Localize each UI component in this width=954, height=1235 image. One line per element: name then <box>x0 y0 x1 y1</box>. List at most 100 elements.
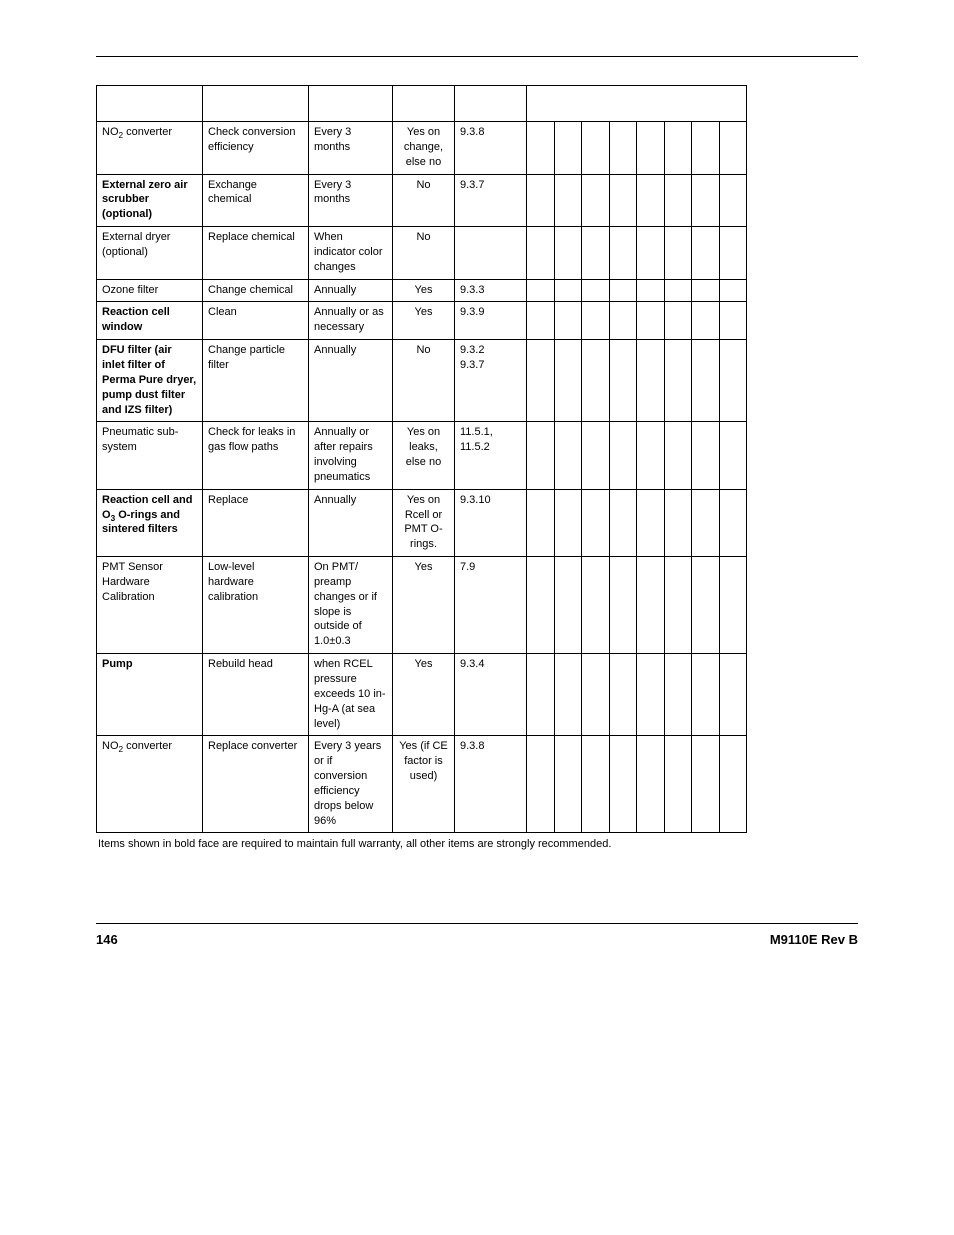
cell-item: Ozone filter <box>97 279 203 302</box>
cell-date-record <box>582 489 610 556</box>
cell-date-record <box>554 227 582 280</box>
table-row: External dryer (optional)Replace chemica… <box>97 227 747 280</box>
cell-cal-check: Yes <box>393 302 455 340</box>
cell-date-record <box>637 122 665 175</box>
cell-section: 9.3.8 <box>455 736 527 833</box>
cell-date-record <box>692 489 720 556</box>
cell-section: 7.9 <box>455 557 527 654</box>
cell-date-record <box>692 736 720 833</box>
cell-item: DFU filter (air inlet filter of Perma Pu… <box>97 340 203 422</box>
cell-date-record <box>609 122 637 175</box>
cell-action: Replace converter <box>203 736 309 833</box>
cell-date-record <box>527 340 555 422</box>
cell-date-record <box>527 279 555 302</box>
cell-date-record <box>554 422 582 489</box>
cell-date-record <box>554 302 582 340</box>
footer: 146 M9110E Rev B <box>96 923 858 947</box>
cell-date-record <box>664 654 692 736</box>
cell-date-record <box>637 227 665 280</box>
cell-date-record <box>609 557 637 654</box>
cell-cal-check: Yes on Rcell or PMT O-rings. <box>393 489 455 556</box>
cell-action: Low-level hardware calibration <box>203 557 309 654</box>
cell-cal-check: Yes <box>393 279 455 302</box>
cell-date-record <box>719 557 747 654</box>
cell-frequency: When indicator color changes <box>309 227 393 280</box>
cell-date-record <box>664 174 692 227</box>
cell-cal-check: No <box>393 227 455 280</box>
cell-date-record <box>664 422 692 489</box>
cell-frequency: Every 3 years or if conversion efficienc… <box>309 736 393 833</box>
header-date-record <box>527 86 747 122</box>
cell-date-record <box>637 489 665 556</box>
cell-date-record <box>719 227 747 280</box>
cell-frequency: Annually or as necessary <box>309 302 393 340</box>
cell-date-record <box>527 302 555 340</box>
cell-date-record <box>554 174 582 227</box>
cell-frequency: Annually or after repairs involving pneu… <box>309 422 393 489</box>
cell-date-record <box>637 302 665 340</box>
cell-date-record <box>609 489 637 556</box>
table-row: NO2 converterReplace converterEvery 3 ye… <box>97 736 747 833</box>
cell-action: Check conversion efficiency <box>203 122 309 175</box>
cell-section: 9.3.29.3.7 <box>455 340 527 422</box>
cell-date-record <box>692 174 720 227</box>
cell-date-record <box>527 122 555 175</box>
table-row: Ozone filterChange chemicalAnnuallyYes9.… <box>97 279 747 302</box>
cell-date-record <box>609 279 637 302</box>
cell-date-record <box>609 422 637 489</box>
cell-action: Change chemical <box>203 279 309 302</box>
cell-date-record <box>719 489 747 556</box>
table-row: External zero air scrubber (optional)Exc… <box>97 174 747 227</box>
doc-id: M9110E Rev B <box>770 932 858 947</box>
cell-date-record <box>554 557 582 654</box>
cell-section: 9.3.10 <box>455 489 527 556</box>
cell-action: Replace chemical <box>203 227 309 280</box>
cell-date-record <box>692 279 720 302</box>
cell-date-record <box>637 654 665 736</box>
cell-date-record <box>609 227 637 280</box>
cell-item: Pneumatic sub-system <box>97 422 203 489</box>
cell-section: 9.3.9 <box>455 302 527 340</box>
cell-date-record <box>692 654 720 736</box>
page-number: 146 <box>96 932 118 947</box>
cell-date-record <box>637 557 665 654</box>
cell-date-record <box>582 340 610 422</box>
cell-date-record <box>609 736 637 833</box>
table-header <box>97 86 747 122</box>
cell-date-record <box>582 557 610 654</box>
cell-section <box>455 227 527 280</box>
cell-date-record <box>664 122 692 175</box>
cell-action: Replace <box>203 489 309 556</box>
cell-action: Rebuild head <box>203 654 309 736</box>
cell-date-record <box>554 122 582 175</box>
cell-frequency: Annually <box>309 340 393 422</box>
cell-date-record <box>637 279 665 302</box>
cell-cal-check: Yes on change, else no <box>393 122 455 175</box>
cell-date-record <box>719 174 747 227</box>
cell-date-record <box>527 174 555 227</box>
cell-item: NO2 converter <box>97 736 203 833</box>
cell-date-record <box>527 489 555 556</box>
cell-date-record <box>554 489 582 556</box>
header-cell-blank <box>203 86 309 122</box>
cell-date-record <box>664 557 692 654</box>
cell-item: Reaction cell and O3 O-rings and sintere… <box>97 489 203 556</box>
cell-date-record <box>719 736 747 833</box>
cell-frequency: Every 3 months <box>309 174 393 227</box>
cell-section: 9.3.4 <box>455 654 527 736</box>
cell-section: 9.3.7 <box>455 174 527 227</box>
warranty-note: Items shown in bold face are required to… <box>98 837 858 852</box>
cell-date-record <box>609 174 637 227</box>
cell-date-record <box>582 302 610 340</box>
cell-date-record <box>582 279 610 302</box>
cell-frequency: On PMT/ preamp changes or if slope is ou… <box>309 557 393 654</box>
cell-date-record <box>664 302 692 340</box>
cell-date-record <box>664 340 692 422</box>
cell-date-record <box>719 422 747 489</box>
cell-section: 9.3.8 <box>455 122 527 175</box>
cell-date-record <box>554 279 582 302</box>
cell-date-record <box>527 654 555 736</box>
table-row: PMT Sensor Hardware CalibrationLow-level… <box>97 557 747 654</box>
cell-date-record <box>664 227 692 280</box>
cell-action: Exchange chemical <box>203 174 309 227</box>
